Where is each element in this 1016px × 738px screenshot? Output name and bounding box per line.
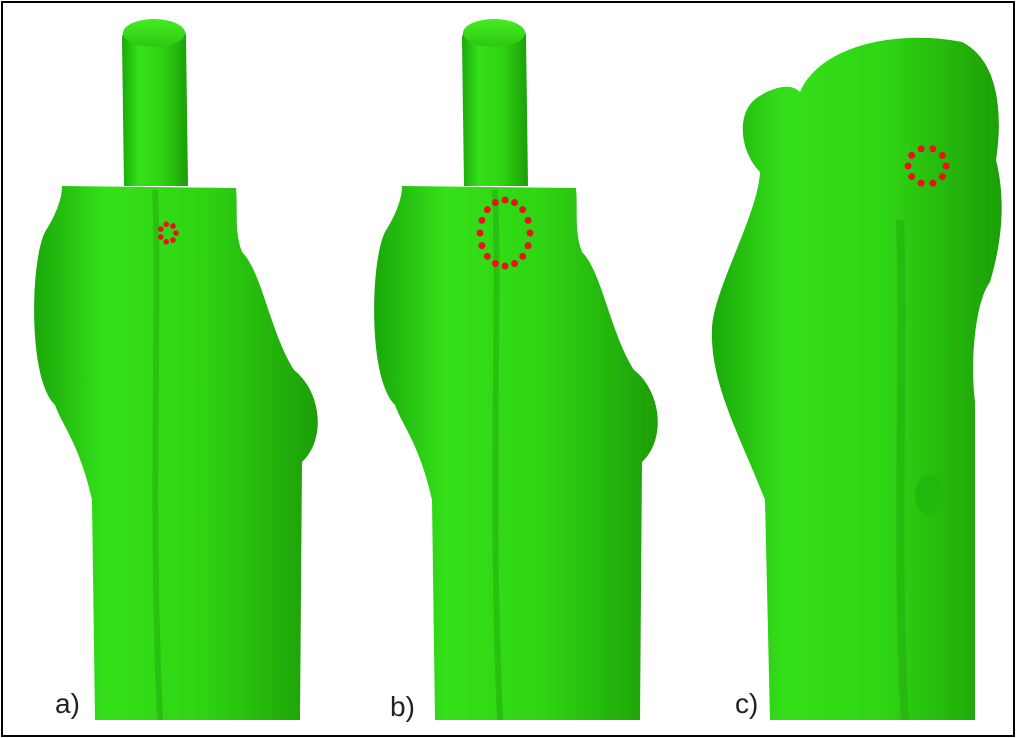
marker-dot xyxy=(905,163,912,170)
marker-dot xyxy=(163,221,169,227)
marker-dot xyxy=(492,199,499,206)
marker-dot xyxy=(478,217,485,224)
marker-dot xyxy=(163,239,169,245)
marker-dot xyxy=(929,180,936,187)
marker-dot xyxy=(943,163,950,170)
marker-dot xyxy=(484,253,491,260)
panel-label: b) xyxy=(390,691,415,722)
marker-dot xyxy=(519,206,526,213)
marker-dot xyxy=(492,260,499,267)
marker-dot xyxy=(158,234,164,240)
marker-dot xyxy=(170,237,176,243)
marker-dot xyxy=(502,197,509,204)
marker-dot xyxy=(525,217,532,224)
marker-dot xyxy=(519,253,526,260)
marker-dot xyxy=(918,145,925,152)
marker-dot xyxy=(908,152,915,159)
figure: a) b) c) xyxy=(0,0,1016,738)
marker-dot xyxy=(939,152,946,159)
panel-label: a) xyxy=(55,688,80,719)
marker-dot xyxy=(173,230,179,236)
marker-dot xyxy=(525,242,532,249)
marker-dot xyxy=(477,230,484,237)
marker-dot xyxy=(511,199,518,206)
marker-dot xyxy=(511,260,518,267)
marker-dot xyxy=(939,173,946,180)
page: a) b) c) (() => { const data = JSON.pars… xyxy=(0,0,1016,738)
marker-dot xyxy=(929,145,936,152)
marker-dot xyxy=(527,230,534,237)
marker-dot xyxy=(502,263,509,270)
panel-label: c) xyxy=(735,688,758,719)
marker-dot xyxy=(484,206,491,213)
marker-dot xyxy=(918,180,925,187)
marker-dot xyxy=(908,173,915,180)
marker-dot xyxy=(478,242,485,249)
marker-dot xyxy=(170,223,176,229)
marker-dot xyxy=(158,226,164,232)
